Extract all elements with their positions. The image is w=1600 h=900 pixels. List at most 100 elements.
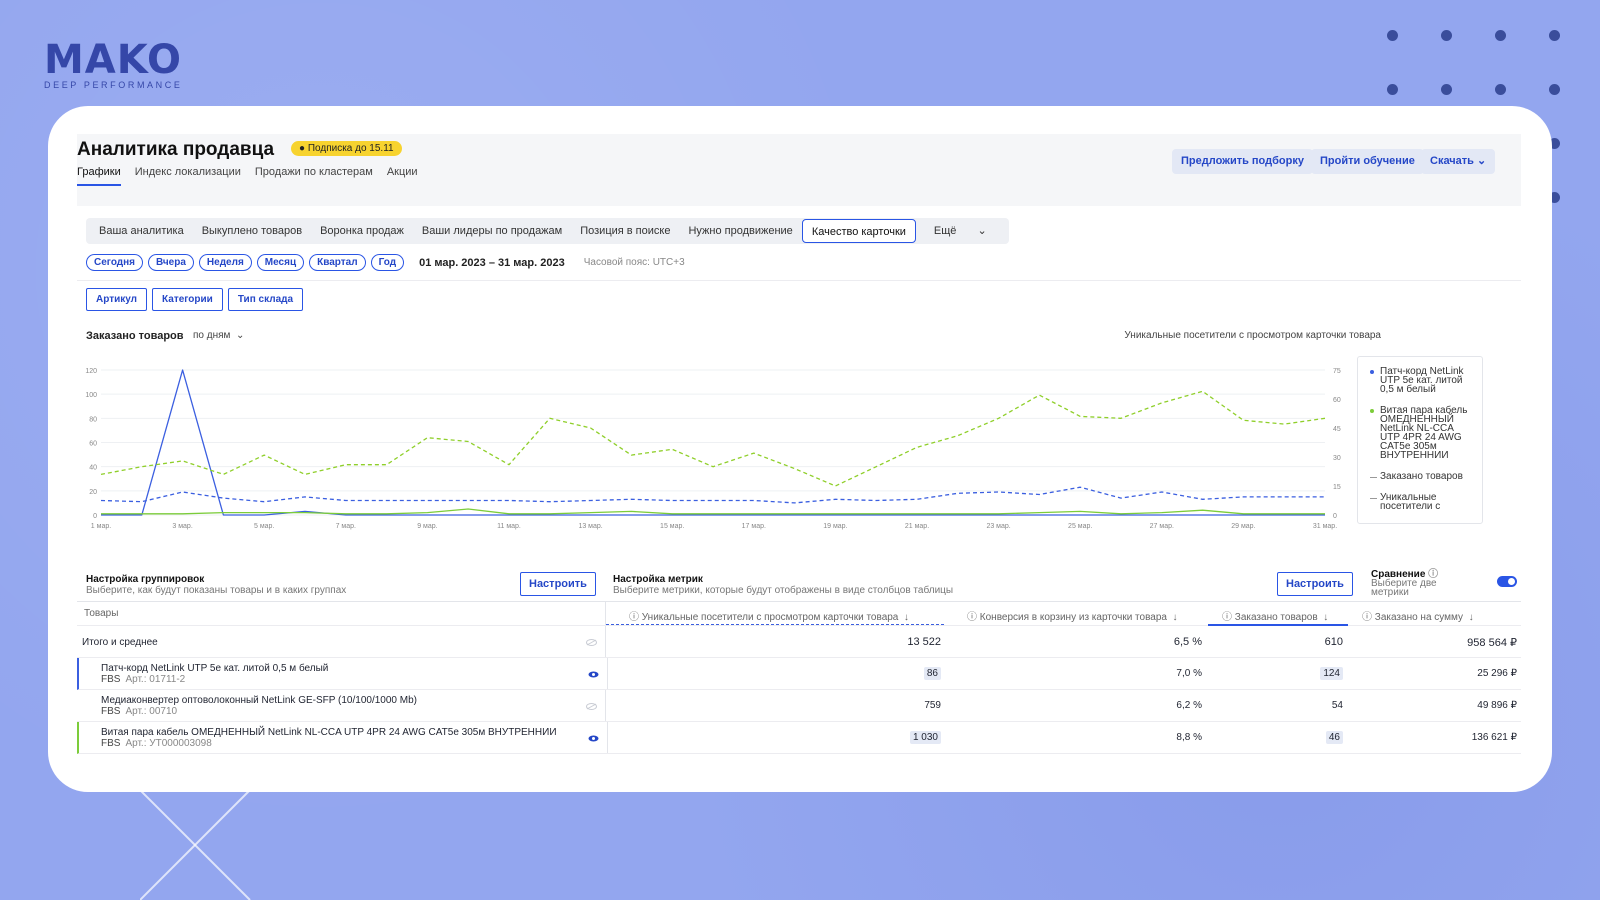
granularity-label: по дням — [193, 330, 231, 341]
column-header-sum-label: Заказано на сумму — [1374, 612, 1464, 623]
filter-article-button[interactable]: Артикул — [86, 288, 148, 311]
column-sort-indicator — [606, 624, 944, 625]
app-window: Аналитика продавца ● Подписка до 15.11 Г… — [77, 134, 1521, 774]
filter-buttons: Артикул Категории Тип склада — [86, 288, 304, 311]
x-tick-label: 27 мар. — [1150, 523, 1174, 530]
row-visitors-value: 1 030 — [909, 731, 941, 744]
series-line — [100, 390, 1326, 487]
legend-item[interactable]: Витая пара кабель ОМЕДНЕННЫЙ NetLink NL-… — [1370, 406, 1474, 461]
subtab-needs-promotion[interactable]: Нужно продвижение — [688, 225, 793, 237]
column-header-ordered[interactable]: ⓘ Заказано товаров ↓ — [1222, 612, 1329, 623]
comparison-subtitle-1: Выберите две — [1371, 578, 1437, 589]
table-header: Товары ⓘ Уникальные посетители с просмот… — [77, 602, 1521, 626]
column-header-products[interactable]: Товары — [84, 608, 119, 619]
x-tick-label: 19 мар. — [823, 523, 847, 530]
row-ordered: 124 — [1320, 667, 1343, 680]
row-ordered: 54 — [1331, 700, 1343, 711]
subtab-sales-leaders[interactable]: Ваши лидеры по продажам — [421, 225, 563, 237]
take-training-button[interactable]: Пройти обучение — [1311, 149, 1424, 174]
product-article: Арт.: 01711-2 — [125, 674, 186, 685]
tab-promotions[interactable]: Акции — [386, 166, 418, 178]
x-tick-label: 1 мар. — [91, 523, 111, 530]
total-ordered: 610 — [1324, 636, 1343, 648]
y-tick-label-left: 80 — [89, 416, 97, 423]
subtab-your-analytics[interactable]: Ваша аналитика — [99, 225, 184, 237]
filter-warehouse-type-button[interactable]: Тип склада — [227, 288, 304, 311]
row-visitors-value: 86 — [923, 667, 941, 680]
x-tick-label: 31 мар. — [1313, 523, 1337, 530]
legend-item[interactable]: Уникальные посетители с — [1370, 493, 1474, 512]
x-tick-label: 25 мар. — [1068, 523, 1092, 530]
screenshot-card: Аналитика продавца ● Подписка до 15.11 Г… — [48, 106, 1552, 792]
eye-icon[interactable] — [588, 735, 599, 742]
tab-charts[interactable]: Графики — [77, 166, 121, 186]
legend-item[interactable]: Патч-корд NetLink UTP 5е кат. литой 0,5 … — [1370, 367, 1474, 395]
x-tick-label: 21 мар. — [905, 523, 929, 530]
orders-line-chart: 0 20 40 60 80 100 120 0 15 30 45 60 75 1 мар. 3 мар. 5 … — [85, 368, 1341, 530]
grouping-configure-button[interactable]: Настроить — [520, 572, 596, 596]
total-visitors: 13 522 — [907, 636, 941, 648]
period-quarter[interactable]: Квартал — [309, 254, 366, 271]
info-icon[interactable]: ⓘ — [1428, 569, 1439, 580]
subtab-more[interactable]: Ещё ⌄ — [916, 219, 1005, 243]
comparison-toggle[interactable] — [1497, 576, 1517, 587]
chevron-down-icon: ⌄ — [977, 225, 987, 237]
row-visitors: 86 — [923, 667, 941, 680]
subscription-badge: ● Подписка до 15.11 — [291, 141, 402, 156]
product-name[interactable]: Витая пара кабель ОМЕДНЕННЫЙ NetLink NL-… — [101, 727, 557, 738]
metrics-configure-button[interactable]: Настроить — [1277, 572, 1353, 596]
subscription-badge-label: Подписка до 15.11 — [307, 143, 394, 154]
column-header-sum[interactable]: ⓘ Заказано на сумму ↓ — [1362, 612, 1474, 623]
y-tick-label-left: 60 — [89, 441, 97, 448]
series-line — [100, 486, 1325, 504]
tab-cluster-sales[interactable]: Продажи по кластерам — [254, 166, 373, 178]
brand-logo: MAKO DEEP PERFORMANCE — [44, 40, 183, 90]
metrics-title: Настройка метрик — [613, 574, 703, 585]
product-name[interactable]: Патч-корд NetLink UTP 5е кат. литой 0,5 … — [101, 663, 329, 674]
download-button[interactable]: Скачать ⌄ — [1421, 149, 1496, 174]
period-yesterday[interactable]: Вчера — [148, 254, 194, 271]
analytics-panel: Ваша аналитика Выкуплено товаров Воронка… — [77, 206, 1521, 774]
chart-left-title: Заказано товаров — [86, 330, 184, 342]
period-month[interactable]: Месяц — [256, 254, 305, 271]
timezone-label: Часовой пояс: UTC+3 — [583, 257, 685, 268]
x-tick-label: 23 мар. — [986, 523, 1010, 530]
filter-categories-button[interactable]: Категории — [152, 288, 223, 311]
period-year[interactable]: Год — [370, 254, 405, 271]
chart-legend: Патч-корд NetLink UTP 5е кат. литой 0,5 … — [1357, 356, 1483, 524]
subtab-bought-out[interactable]: Выкуплено товаров — [201, 225, 303, 237]
date-range[interactable]: 01 мар. 2023 – 31 мар. 2023 — [419, 256, 565, 269]
subtab-sales-funnel[interactable]: Воронка продаж — [320, 225, 404, 237]
period-today[interactable]: Сегодня — [86, 254, 144, 271]
subtab-search-position[interactable]: Позиция в поиске — [580, 225, 671, 237]
subtab-card-quality[interactable]: Качество карточки — [801, 219, 916, 243]
x-tick-label: 5 мар. — [254, 523, 274, 530]
metrics-config: Настройка метрик Выберите метрики, котор… — [613, 574, 953, 596]
product-name[interactable]: Медиаконвертер оптоволоконный NetLink GE… — [101, 695, 417, 706]
table-row[interactable]: Витая пара кабель ОМЕДНЕННЫЙ NetLink NL-… — [77, 722, 1521, 754]
column-header-conversion[interactable]: ⓘ Конверсия в корзину из карточки товара… — [967, 612, 1178, 623]
suggest-selection-button[interactable]: Предложить подборку — [1172, 149, 1313, 174]
eye-off-icon[interactable] — [586, 703, 597, 710]
period-week[interactable]: Неделя — [198, 254, 252, 271]
eye-off-icon[interactable] — [586, 639, 597, 646]
eye-icon[interactable] — [588, 671, 599, 678]
main-tabs: Графики Индекс локализации Продажи по кл… — [77, 166, 418, 186]
x-tick-label: 29 мар. — [1231, 523, 1255, 530]
row-conversion: 6,2 % — [1176, 700, 1202, 711]
product-type: FBS — [101, 738, 121, 749]
period-selector: Сегодня Вчера Неделя Месяц Квартал Год 0… — [86, 254, 685, 271]
logo-tagline: DEEP PERFORMANCE — [44, 80, 183, 90]
series-line — [101, 369, 1325, 516]
table-config-bar: Настройка группировок Выберите, как буду… — [77, 566, 1521, 602]
table-row[interactable]: Патч-корд NetLink UTP 5е кат. литой 0,5 … — [77, 658, 1521, 690]
row-sum: 25 296 ₽ — [1477, 668, 1517, 679]
tab-localization-index[interactable]: Индекс локализации — [134, 166, 241, 178]
total-label: Итого и среднее — [82, 637, 158, 648]
column-header-visitors-label: Уникальные посетители с просмотром карто… — [641, 612, 899, 623]
legend-item[interactable]: Заказано товаров — [1370, 472, 1474, 482]
page-header: Аналитика продавца ● Подписка до 15.11 Г… — [77, 134, 1521, 214]
granularity-dropdown[interactable]: по дням ⌄ — [193, 330, 244, 341]
table-row[interactable]: Медиаконвертер оптоволоконный NetLink GE… — [77, 690, 1521, 722]
column-header-visitors[interactable]: ⓘ Уникальные посетители с просмотром кар… — [629, 612, 909, 623]
